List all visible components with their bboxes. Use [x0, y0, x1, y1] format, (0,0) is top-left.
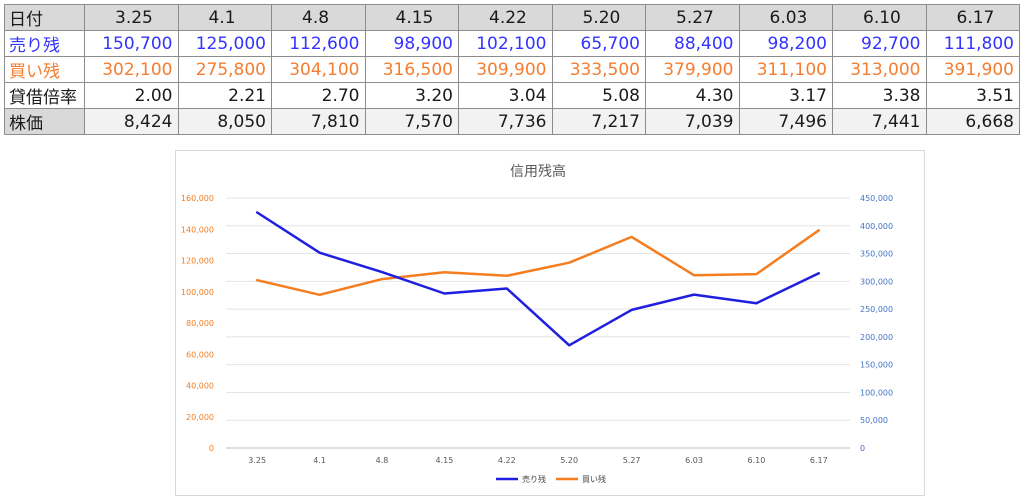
table-cell: 88,400 [645, 30, 740, 57]
table-cell: 3.17 [738, 82, 833, 109]
table-cell: 65,700 [551, 30, 646, 57]
y-right-tick-label: 400,000 [860, 222, 893, 231]
row-label: 貸借倍率 [4, 82, 85, 109]
table-row: 買い残 302,100 275,800 304,100 316,500 309,900 33… [4, 56, 1020, 83]
header-date: 4.22 [458, 4, 553, 31]
series-line-sell [255, 211, 821, 347]
table-cell: 8,424 [84, 108, 179, 135]
table-cell: 7,217 [551, 108, 646, 135]
x-tick-label: 6.17 [810, 456, 828, 465]
legend-label: 買い残 [582, 474, 606, 484]
table-row: 貸借倍率 2.00 2.21 2.70 3.20 3.04 5.08 4.30 3.17 3.38… [4, 82, 1020, 109]
table-cell: 150,700 [84, 30, 179, 57]
credit-balance-chart: 信用残高 0 20,000 40,000 60,000 80,000 100,000 120,… [175, 150, 925, 496]
series-line-buy [255, 229, 821, 297]
legend-label: 売り残 [522, 474, 546, 484]
y-left-tick-label: 80,000 [186, 319, 214, 328]
x-tick-label: 5.27 [623, 456, 641, 465]
y-right-tick-label: 350,000 [860, 250, 893, 259]
y-left-tick-label: 20,000 [186, 413, 214, 422]
credit-balance-table: 日付 3.25 4.1 4.8 4.15 4.22 5.20 5.27 6.03 6.10 6.17… [4, 4, 1020, 135]
table-cell: 309,900 [458, 56, 553, 83]
y-right-tick-label: 250,000 [860, 305, 893, 314]
table-cell: 8,050 [177, 108, 272, 135]
y-left-tick-label: 140,000 [181, 225, 214, 234]
table-cell: 2.70 [271, 82, 366, 109]
y-left-tick-label: 60,000 [186, 350, 214, 359]
header-label: 日付 [4, 4, 85, 31]
y-left-tick-label: 0 [209, 444, 214, 453]
x-tick-label: 3.25 [248, 456, 266, 465]
y-right-tick-label: 50,000 [860, 416, 888, 425]
chart-title: 信用残高 [510, 163, 566, 180]
table-cell: 98,900 [364, 30, 459, 57]
header-date: 5.20 [551, 4, 646, 31]
table-cell: 7,496 [738, 108, 833, 135]
y-right-tick-label: 300,000 [860, 277, 893, 286]
y-right-tick-label: 200,000 [860, 333, 893, 342]
header-date: 4.15 [364, 4, 459, 31]
table-cell: 7,039 [645, 108, 740, 135]
table-cell: 4.30 [645, 82, 740, 109]
table-header-row: 日付 3.25 4.1 4.8 4.15 4.22 5.20 5.27 6.03 6.10 6.17 [4, 4, 1020, 31]
table-cell: 311,100 [738, 56, 833, 83]
y-right-tick-label: 0 [860, 444, 865, 453]
x-tick-label: 4.8 [376, 456, 389, 465]
x-tick-label: 4.15 [435, 456, 453, 465]
table-cell: 275,800 [177, 56, 272, 83]
table-cell: 3.04 [458, 82, 553, 109]
x-tick-label: 4.22 [498, 456, 516, 465]
table-cell: 92,700 [832, 30, 927, 57]
chart-canvas: 信用残高 0 20,000 40,000 60,000 80,000 100,000 120,… [181, 163, 893, 484]
y-right-tick-label: 450,000 [860, 194, 893, 203]
table-cell: 7,441 [832, 108, 927, 135]
y-right-tick-label: 150,000 [860, 361, 893, 370]
header-date: 4.1 [177, 4, 272, 31]
table-cell: 391,900 [925, 56, 1020, 83]
y-left-tick-label: 40,000 [186, 382, 214, 391]
table-cell: 379,900 [645, 56, 740, 83]
table-cell: 3.20 [364, 82, 459, 109]
header-date: 6.03 [738, 4, 833, 31]
table-cell: 111,800 [925, 30, 1020, 57]
table-cell: 98,200 [738, 30, 833, 57]
y-left-tick-label: 160,000 [181, 194, 214, 203]
table-cell: 302,100 [84, 56, 179, 83]
table-cell: 7,570 [364, 108, 459, 135]
x-tick-label: 5.20 [560, 456, 578, 465]
table-cell: 316,500 [364, 56, 459, 83]
table-row: 株価 8,424 8,050 7,810 7,570 7,736 7,217 7,039 7,4… [4, 108, 1020, 135]
x-tick-label: 4.1 [313, 456, 326, 465]
table-cell: 2.21 [177, 82, 272, 109]
header-date: 4.8 [271, 4, 366, 31]
table-cell: 2.00 [84, 82, 179, 109]
table-cell: 7,810 [271, 108, 366, 135]
table-cell: 125,000 [177, 30, 272, 57]
table-cell: 6,668 [925, 108, 1020, 135]
header-date: 5.27 [645, 4, 740, 31]
table-row: 売り残 150,700 125,000 112,600 98,900 102,100 65,… [4, 30, 1020, 57]
header-date: 6.10 [832, 4, 927, 31]
x-tick-label: 6.10 [747, 456, 765, 465]
header-date: 6.17 [925, 4, 1020, 31]
table-cell: 333,500 [551, 56, 646, 83]
row-label: 売り残 [4, 30, 85, 57]
header-date: 3.25 [84, 4, 179, 31]
y-left-tick-label: 120,000 [181, 257, 214, 266]
table-cell: 3.38 [832, 82, 927, 109]
y-left-tick-label: 100,000 [181, 288, 214, 297]
y-right-tick-label: 100,000 [860, 388, 893, 397]
table-cell: 5.08 [551, 82, 646, 109]
row-label: 買い残 [4, 56, 85, 83]
table-cell: 112,600 [271, 30, 366, 57]
table-cell: 313,000 [832, 56, 927, 83]
x-tick-label: 6.03 [685, 456, 703, 465]
table-cell: 102,100 [458, 30, 553, 57]
table-cell: 7,736 [458, 108, 553, 135]
table-cell: 3.51 [925, 82, 1020, 109]
row-label: 株価 [4, 108, 85, 135]
table-cell: 304,100 [271, 56, 366, 83]
